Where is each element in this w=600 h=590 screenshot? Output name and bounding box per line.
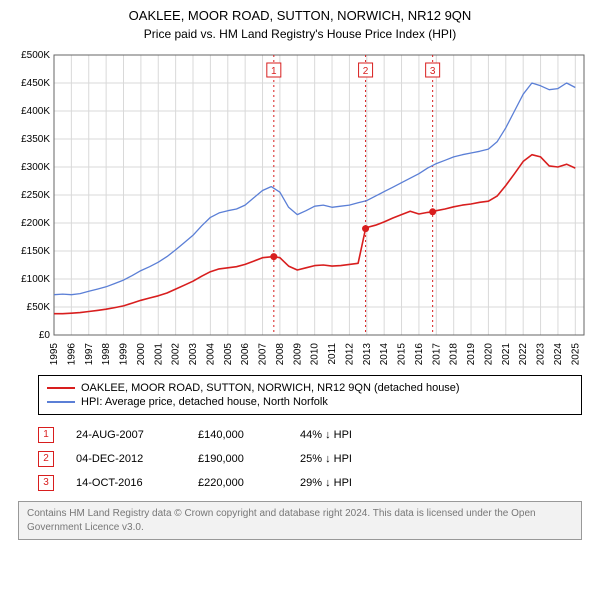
- legend-item: OAKLEE, MOOR ROAD, SUTTON, NORWICH, NR12…: [47, 381, 573, 395]
- data-point-marker-box: 3: [38, 475, 54, 491]
- svg-text:2013: 2013: [362, 343, 373, 366]
- svg-text:2024: 2024: [553, 343, 564, 366]
- svg-text:£350K: £350K: [21, 134, 50, 145]
- data-point-price: £220,000: [198, 477, 278, 489]
- svg-text:2: 2: [363, 66, 369, 77]
- svg-text:2012: 2012: [344, 343, 355, 366]
- data-points-list: 1 24-AUG-2007 £140,000 44% ↓ HPI 2 04-DEC-201…: [38, 423, 582, 495]
- legend-label: OAKLEE, MOOR ROAD, SUTTON, NORWICH, NR12…: [81, 382, 460, 394]
- svg-text:£100K: £100K: [21, 274, 50, 285]
- legend: OAKLEE, MOOR ROAD, SUTTON, NORWICH, NR12…: [38, 375, 582, 415]
- svg-text:2022: 2022: [518, 343, 529, 366]
- svg-text:2016: 2016: [414, 343, 425, 366]
- legend-swatch: [47, 401, 75, 403]
- svg-text:1995: 1995: [49, 343, 60, 366]
- svg-text:£400K: £400K: [21, 106, 50, 117]
- data-point-row: 1 24-AUG-2007 £140,000 44% ↓ HPI: [38, 423, 582, 447]
- data-point-date: 24-AUG-2007: [76, 429, 176, 441]
- legend-item: HPI: Average price, detached house, Nort…: [47, 395, 573, 409]
- data-point-price: £190,000: [198, 453, 278, 465]
- svg-text:2021: 2021: [501, 343, 512, 366]
- legend-label: HPI: Average price, detached house, Nort…: [81, 396, 328, 408]
- title-block: OAKLEE, MOOR ROAD, SUTTON, NORWICH, NR12…: [0, 0, 600, 45]
- svg-text:2015: 2015: [397, 343, 408, 366]
- svg-text:1998: 1998: [101, 343, 112, 366]
- footer-attribution: Contains HM Land Registry data © Crown c…: [18, 501, 582, 540]
- title-subtitle: Price paid vs. HM Land Registry's House …: [0, 27, 600, 41]
- data-point-row: 2 04-DEC-2012 £190,000 25% ↓ HPI: [38, 447, 582, 471]
- svg-text:2017: 2017: [431, 343, 442, 366]
- data-point-diff: 44% ↓ HPI: [300, 429, 390, 441]
- data-point-diff: 29% ↓ HPI: [300, 477, 390, 489]
- svg-text:2025: 2025: [570, 343, 581, 366]
- svg-text:2001: 2001: [153, 343, 164, 366]
- svg-text:£500K: £500K: [21, 50, 50, 61]
- data-point-date: 14-OCT-2016: [76, 477, 176, 489]
- data-point-row: 3 14-OCT-2016 £220,000 29% ↓ HPI: [38, 471, 582, 495]
- chart-area: £0 £50K £100K £150K £200K £250K £300K £350K £400…: [8, 49, 592, 369]
- svg-text:1: 1: [271, 66, 277, 77]
- svg-text:2023: 2023: [536, 343, 547, 366]
- svg-text:£150K: £150K: [21, 246, 50, 257]
- svg-text:£200K: £200K: [21, 218, 50, 229]
- svg-text:3: 3: [430, 66, 436, 77]
- data-point-price: £140,000: [198, 429, 278, 441]
- svg-text:2007: 2007: [258, 343, 269, 366]
- svg-text:£300K: £300K: [21, 162, 50, 173]
- svg-text:2006: 2006: [240, 343, 251, 366]
- data-point-diff: 25% ↓ HPI: [300, 453, 390, 465]
- line-chart-svg: £0 £50K £100K £150K £200K £250K £300K £350K £400…: [8, 49, 592, 369]
- svg-text:2010: 2010: [310, 343, 321, 366]
- svg-text:2004: 2004: [205, 343, 216, 366]
- svg-text:1996: 1996: [66, 343, 77, 366]
- svg-text:2005: 2005: [223, 343, 234, 366]
- svg-text:2002: 2002: [171, 343, 182, 366]
- svg-text:£450K: £450K: [21, 78, 50, 89]
- svg-text:2011: 2011: [327, 343, 338, 365]
- svg-text:2000: 2000: [136, 343, 147, 366]
- svg-text:£50K: £50K: [27, 302, 51, 313]
- svg-text:2020: 2020: [483, 343, 494, 366]
- svg-text:2019: 2019: [466, 343, 477, 366]
- svg-text:2009: 2009: [292, 343, 303, 366]
- svg-text:1997: 1997: [84, 343, 95, 366]
- svg-text:2003: 2003: [188, 343, 199, 366]
- svg-text:2008: 2008: [275, 343, 286, 366]
- svg-text:2014: 2014: [379, 343, 390, 366]
- data-point-marker-box: 1: [38, 427, 54, 443]
- svg-text:£250K: £250K: [21, 190, 50, 201]
- svg-text:£0: £0: [39, 330, 51, 341]
- data-point-marker-box: 2: [38, 451, 54, 467]
- data-point-date: 04-DEC-2012: [76, 453, 176, 465]
- legend-swatch: [47, 387, 75, 389]
- title-address: OAKLEE, MOOR ROAD, SUTTON, NORWICH, NR12…: [0, 8, 600, 23]
- svg-text:2018: 2018: [449, 343, 460, 366]
- svg-text:1999: 1999: [119, 343, 130, 366]
- chart-container: OAKLEE, MOOR ROAD, SUTTON, NORWICH, NR12…: [0, 0, 600, 540]
